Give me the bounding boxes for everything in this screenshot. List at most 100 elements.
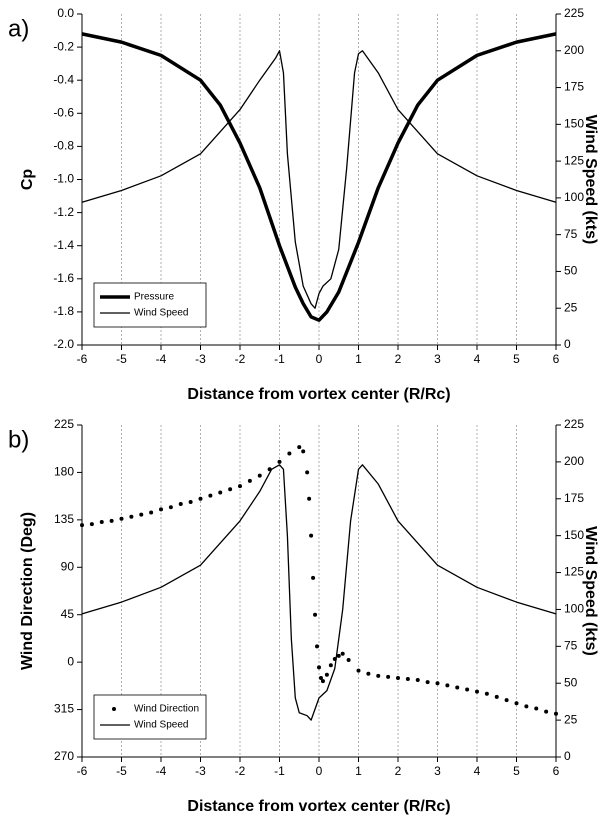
- data-line: [81, 32, 557, 322]
- y-tick-label: 90: [61, 559, 75, 573]
- data-point: [425, 680, 430, 685]
- x-tick-label: -3: [195, 352, 206, 366]
- data-point: [315, 644, 320, 649]
- y2-axis-title: Wind Speed (kts): [582, 115, 599, 245]
- data-point: [168, 505, 173, 510]
- data-point: [455, 685, 460, 690]
- data-point: [386, 674, 391, 679]
- x-tick-label: 4: [474, 764, 481, 778]
- y-tick-label: -0.8: [53, 139, 74, 153]
- data-point: [320, 679, 325, 684]
- data-point: [340, 651, 345, 656]
- y2-tick-label: 50: [564, 675, 578, 689]
- y-tick-label: -1.0: [53, 172, 74, 186]
- chart-panel: -6 -5 -4 -3 -2 -1 0 1 2 3 4 5 6270315045901351802250…: [8, 417, 599, 815]
- legend-marker: [112, 707, 116, 711]
- x-tick-label: 4: [474, 352, 481, 366]
- y-axis-title: Cp: [19, 169, 36, 191]
- data-point: [356, 668, 361, 673]
- y2-tick-label: 100: [564, 190, 584, 204]
- y-tick-label: 0: [67, 654, 74, 668]
- y2-tick-label: 100: [564, 602, 584, 616]
- data-point: [307, 496, 312, 501]
- y-tick-label: -0.6: [53, 105, 74, 119]
- data-point: [484, 691, 489, 696]
- x-tick-label: -3: [195, 764, 206, 778]
- x-tick-label: 6: [553, 764, 560, 778]
- y-tick-label: 180: [54, 465, 74, 479]
- data-point: [257, 473, 262, 478]
- x-tick-label: -1: [274, 352, 285, 366]
- x-axis-title: Distance from vortex center (R/Rc): [187, 386, 450, 403]
- data-point: [313, 612, 318, 617]
- x-tick-label: 0: [316, 352, 323, 366]
- data-point: [435, 681, 440, 686]
- x-tick-label: -5: [116, 764, 127, 778]
- x-tick-label: 2: [395, 764, 402, 778]
- y2-tick-label: 0: [564, 749, 571, 763]
- x-tick-label: 3: [434, 352, 441, 366]
- data-point: [287, 451, 292, 456]
- x-tick-label: -1: [274, 764, 285, 778]
- x-tick-label: 1: [355, 764, 362, 778]
- data-point: [247, 478, 252, 483]
- data-point: [198, 496, 203, 501]
- x-tick-label: -4: [156, 352, 167, 366]
- legend-box: [93, 694, 207, 740]
- y-axis-title: Wind Direction (Deg): [19, 512, 36, 670]
- y2-axis-title: Wind Speed (kts): [582, 526, 599, 656]
- panel-label: b): [8, 426, 29, 453]
- data-point: [445, 683, 450, 688]
- data-point: [139, 512, 144, 517]
- legend-label: Wind Direction: [134, 704, 199, 715]
- data-point: [238, 484, 242, 489]
- x-tick-label: -2: [235, 352, 246, 366]
- data-point: [324, 672, 329, 677]
- y-tick-label: -0.2: [53, 39, 74, 53]
- data-point: [405, 677, 410, 682]
- data-point: [89, 522, 94, 527]
- x-tick-label: -5: [116, 352, 127, 366]
- data-point: [99, 519, 104, 524]
- y2-tick-label: 125: [564, 565, 584, 579]
- legend-box: [93, 282, 207, 328]
- data-line: [81, 464, 557, 721]
- data-point: [396, 675, 400, 680]
- data-point: [514, 701, 519, 706]
- y-tick-label: -0.4: [53, 72, 74, 86]
- y-tick-label: -1.2: [53, 205, 74, 219]
- y2-tick-label: 200: [564, 43, 584, 57]
- data-point: [311, 575, 316, 580]
- x-axis-title: Distance from vortex center (R/Rc): [187, 798, 450, 815]
- x-tick-label: 1: [355, 352, 362, 366]
- data-point: [317, 665, 321, 670]
- data-point: [149, 510, 154, 515]
- y-tick-label: 315: [54, 702, 74, 716]
- data-point: [218, 490, 223, 495]
- data-point: [504, 698, 509, 703]
- x-tick-label: 5: [513, 764, 520, 778]
- panel-label: a): [8, 15, 29, 42]
- y2-tick-label: 75: [564, 227, 578, 241]
- y2-tick-label: 75: [564, 639, 578, 653]
- data-point: [159, 507, 163, 512]
- data-point: [328, 663, 333, 668]
- data-point: [297, 445, 302, 450]
- legend-label: Wind Speed: [134, 720, 188, 731]
- y2-tick-label: 175: [564, 80, 584, 94]
- data-point: [129, 514, 134, 519]
- x-tick-label: 6: [553, 352, 560, 366]
- x-tick-label: -6: [77, 764, 88, 778]
- data-point: [465, 687, 470, 692]
- y2-tick-label: 125: [564, 153, 584, 167]
- x-tick-label: -4: [156, 764, 167, 778]
- axis-line: [81, 14, 557, 346]
- data-point: [554, 711, 558, 716]
- y2-tick-label: 0: [564, 337, 571, 351]
- y2-tick-label: 50: [564, 264, 578, 278]
- data-point: [119, 516, 124, 521]
- data-point: [277, 459, 282, 464]
- data-point: [80, 523, 84, 528]
- data-point: [305, 470, 310, 475]
- y2-tick-label: 25: [564, 300, 578, 314]
